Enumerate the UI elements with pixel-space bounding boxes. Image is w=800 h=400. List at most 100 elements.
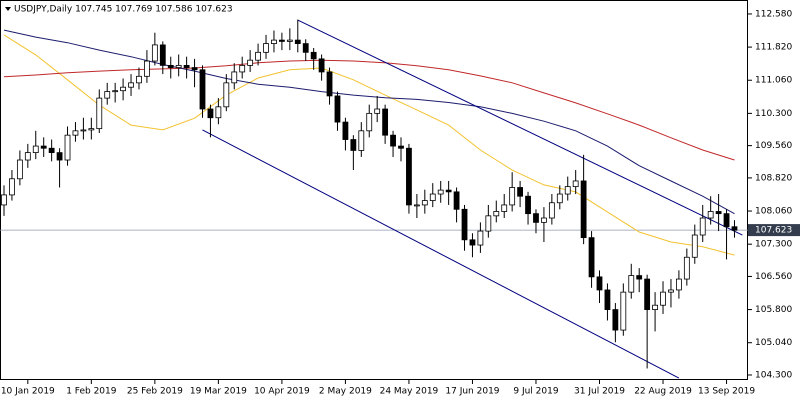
plot-frame — [0, 0, 748, 380]
candle-body — [406, 147, 412, 206]
candle-body — [413, 204, 420, 207]
candle-body — [318, 58, 325, 73]
candle-body — [620, 291, 627, 331]
y-tick-label: 104.300 — [755, 370, 792, 380]
candle-body — [548, 202, 555, 219]
candle-body — [668, 289, 674, 293]
candle-body — [326, 71, 333, 97]
candle-body — [683, 256, 690, 280]
x-tick-label: 22 Aug 2019 — [634, 387, 692, 397]
candle-body — [517, 187, 523, 197]
candle-body — [469, 239, 476, 246]
x-tick-label: 13 Sep 2019 — [698, 387, 755, 397]
candle-body — [398, 145, 404, 149]
candle-body — [342, 121, 349, 140]
candle-body — [263, 43, 269, 53]
candle-body — [120, 86, 126, 92]
x-tick-label: 24 May 2019 — [380, 387, 439, 397]
candle-body — [477, 230, 484, 246]
last-price-label: 107.623 — [755, 226, 792, 236]
candle-body — [255, 51, 261, 61]
candle-body — [72, 130, 79, 136]
candle-body — [390, 134, 396, 147]
candle-body — [699, 217, 706, 236]
candle-body — [660, 291, 666, 306]
candle-body — [628, 275, 635, 293]
candle-body — [604, 289, 611, 310]
candle-body — [509, 187, 516, 206]
trendline — [202, 129, 680, 379]
y-tick-label: 109.560 — [755, 141, 792, 151]
candle-body — [151, 44, 158, 62]
candle-body — [723, 213, 730, 228]
candle-body — [302, 43, 309, 53]
candle-body — [64, 134, 71, 161]
moving-average — [3, 59, 735, 161]
chart-title: USDJPY,Daily 107.745 107.769 107.586 107… — [14, 5, 233, 15]
candle-body — [40, 145, 47, 149]
candle-body — [207, 108, 214, 119]
candle-body — [596, 276, 603, 291]
candle-body — [278, 39, 285, 42]
y-tick-label: 105.800 — [755, 305, 792, 315]
candle-body — [350, 139, 357, 151]
candle-body — [461, 208, 468, 241]
candle-body — [191, 67, 198, 71]
candle-body — [445, 189, 452, 193]
candle-body — [183, 65, 190, 68]
x-tick-label: 19 Mar 2019 — [190, 387, 247, 397]
candle-body — [247, 59, 254, 66]
candle-body — [421, 200, 428, 206]
x-tick-label: 17 Jun 2019 — [445, 387, 499, 397]
candle-body — [541, 217, 547, 223]
candle-body — [358, 130, 365, 151]
candle-body — [136, 75, 142, 84]
x-tick-label: 10 Jan 2019 — [1, 387, 55, 397]
candle-body — [334, 95, 341, 123]
candle-body — [159, 44, 166, 66]
candle-body — [715, 211, 722, 215]
candle-body — [24, 152, 31, 161]
last-price-tag — [748, 224, 800, 237]
y-tick-label: 108.060 — [755, 207, 792, 217]
candle-body — [9, 178, 15, 196]
y-tick-label: 112.580 — [755, 9, 792, 19]
candle-body — [453, 191, 460, 210]
candle-body — [525, 195, 531, 215]
candle-body — [239, 65, 246, 73]
candle-body — [199, 69, 206, 110]
candle-body — [652, 304, 658, 310]
candle-body — [88, 128, 95, 131]
candle-body — [707, 211, 714, 219]
moving-average — [3, 29, 735, 215]
candle-body — [96, 97, 103, 130]
x-tick-label: 2 May 2019 — [319, 387, 372, 397]
candle-body — [556, 193, 563, 204]
candle-body — [366, 112, 373, 132]
plot-area — [0, 19, 748, 379]
candle-body — [223, 82, 230, 108]
x-tick-label: 10 Apr 2019 — [254, 387, 310, 397]
candle-body — [104, 91, 111, 99]
candle-body — [493, 211, 500, 217]
y-tick-label: 110.300 — [755, 109, 792, 119]
candle-body — [80, 129, 87, 132]
candle-body — [16, 159, 23, 180]
candle-body — [175, 65, 182, 68]
candle-body — [231, 71, 238, 84]
candle-body — [580, 180, 587, 239]
y-tick-label: 107.300 — [755, 240, 792, 250]
candle-body — [32, 145, 39, 154]
candle-body — [676, 278, 682, 291]
candle-body — [112, 90, 119, 93]
candle-body — [644, 278, 651, 310]
y-tick-label: 105.040 — [755, 338, 792, 348]
candle-body — [144, 60, 150, 77]
candle-body — [294, 39, 301, 45]
candle-body — [572, 180, 579, 188]
candle-body — [382, 108, 389, 136]
candle-body — [429, 193, 436, 201]
symbol-arrow — [5, 7, 11, 11]
